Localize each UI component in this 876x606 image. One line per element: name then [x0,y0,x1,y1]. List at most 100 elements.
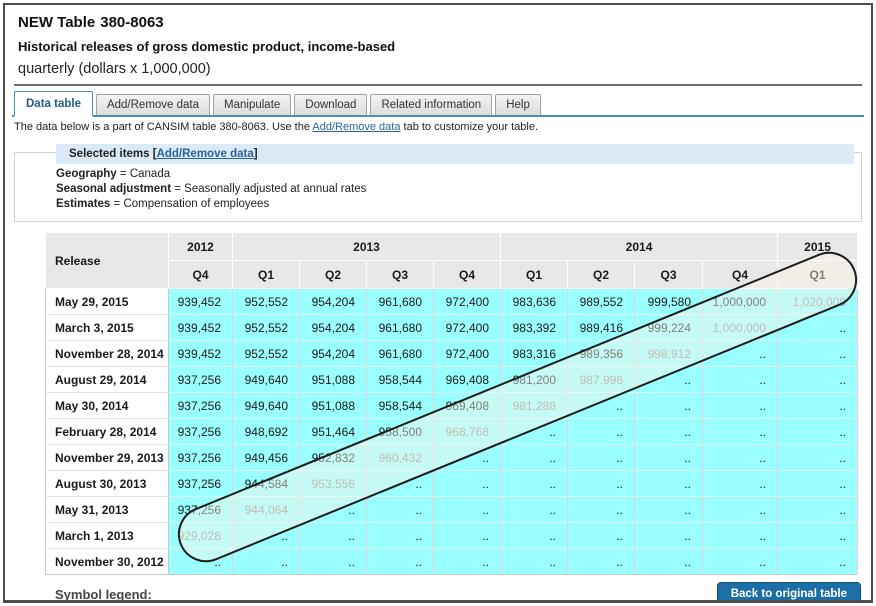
tab-data-table[interactable]: Data table [14,91,93,117]
release-date-cell: May 30, 2014 [45,392,169,419]
value-cell: .. [777,522,859,549]
value-cell: .. [433,470,502,497]
value-cell: .. [299,522,367,549]
value-cell: .. [777,314,859,341]
add-remove-data-link[interactable]: Add/Remove data [312,121,401,133]
selected-item: Seasonal adjustment = Seasonally adjuste… [56,183,367,195]
value-cell: .. [567,522,636,549]
value-cell: 972,400 [433,314,502,341]
value-cell: .. [567,418,636,445]
value-cell: .. [777,418,859,445]
value-cell: 939,452 [168,288,233,315]
value-cell: 969,408 [433,366,502,393]
selected-items-label-post: ] [253,148,258,160]
value-cell: 948,692 [232,418,300,445]
value-cell: .. [500,470,569,497]
value-cell: .. [567,392,636,419]
value-cell: 937,256 [168,444,233,471]
value-cell: 989,416 [567,314,636,341]
table-notice: The data below is a part of CANSIM table… [14,121,864,133]
value-cell: 937,256 [168,418,233,445]
value-cell: 960,432 [366,444,434,471]
value-cell: .. [232,548,300,575]
tab-manipulate[interactable]: Manipulate [213,94,292,115]
release-date-cell: November 28, 2014 [45,340,169,367]
selected-item: Geography = Canada [56,168,171,180]
release-date-cell: March 1, 2013 [45,522,169,549]
release-column-header: Release [45,232,169,289]
value-cell: .. [366,470,434,497]
value-cell: .. [702,444,779,471]
value-cell: .. [777,444,859,471]
table-row: August 30, 2013 937,256 944,584 953,556....… [45,470,859,497]
table-row: March 1, 2013 929,028.................. [45,522,859,549]
value-cell: 958,500 [366,418,434,445]
table-row: February 28, 2014 937,256 948,692 951,464 95… [45,418,859,445]
value-cell: 958,544 [366,392,434,419]
tab-download[interactable]: Download [294,94,368,115]
value-cell: .. [777,366,859,393]
value-cell: .. [777,548,859,575]
back-to-original-table-button[interactable]: Back to original table [716,582,861,600]
value-cell: .. [702,418,779,445]
value-cell: 937,256 [168,496,233,523]
value-cell: 999,580 [634,288,704,315]
quarter-header: Q2 [299,260,367,289]
value-cell: 983,392 [500,314,569,341]
quarter-header: Q4 [168,260,233,289]
notice-text-post: tab to customize your table. [403,121,539,133]
value-cell: .. [500,444,569,471]
value-cell: .. [433,548,502,575]
page-title: NEW Table 380-8063 [18,14,864,31]
value-cell: .. [567,444,636,471]
value-cell: .. [777,340,859,367]
table-row: March 3, 2015 939,452 952,552 954,204 961,68… [45,314,859,341]
value-cell: 981,288 [500,392,569,419]
release-date-cell: May 31, 2013 [45,496,169,523]
year-header: 2013 [231,232,502,261]
value-cell: .. [634,496,704,523]
tab-help[interactable]: Help [495,94,541,115]
value-cell: 983,636 [500,288,569,315]
release-date-cell: August 30, 2013 [45,470,169,497]
release-date-cell: November 30, 2012 [45,548,169,575]
value-cell: .. [567,548,636,575]
value-cell: 1,020,000 [777,288,859,315]
table-row: August 29, 2014 937,256 949,640 951,088 958,… [45,366,859,393]
value-cell: .. [299,496,367,523]
quarter-header: Q3 [634,260,704,289]
value-cell: 952,552 [232,314,300,341]
value-cell: .. [702,496,779,523]
table-subtitle: Historical releases of gross domestic pr… [18,39,396,54]
table-row: November 28, 2014 939,452 952,552 954,204 96… [45,340,859,367]
quarter-header: Q1 [500,260,569,289]
data-table: Release 2012 2013 2014 2015 Q4 Q1 Q2 Q3 Q4 Q1 Q2 Q3 Q… [45,232,859,575]
selected-item-dimension: Seasonal adjustment [56,183,172,195]
value-cell: .. [433,522,502,549]
value-cell: .. [634,522,704,549]
value-cell: .. [567,470,636,497]
table-row: May 31, 2013 937,256 944,064..............… [45,496,859,523]
tab-add-remove-data[interactable]: Add/Remove data [95,94,211,115]
value-cell: .. [777,496,859,523]
value-cell: .. [702,522,779,549]
value-cell: .. [702,366,779,393]
value-cell: .. [634,366,704,393]
tab-related-information[interactable]: Related information [370,94,493,115]
value-cell: .. [702,548,779,575]
value-cell: 944,584 [232,470,300,497]
year-header: 2014 [500,232,779,261]
value-cell: 949,456 [232,444,300,471]
value-cell: 999,224 [634,314,704,341]
value-cell: 937,256 [168,366,233,393]
value-cell: .. [433,496,502,523]
value-cell: 1,000,000 [702,288,779,315]
value-cell: 951,088 [299,366,367,393]
quarter-header: Q3 [366,260,434,289]
selected-items-add-remove-link[interactable]: Add/Remove data [156,148,254,160]
quarter-header: Q2 [567,260,636,289]
year-header: 2015 [777,232,859,261]
value-cell: .. [634,548,704,575]
value-cell: .. [777,470,859,497]
quarter-header: Q1 [232,260,300,289]
